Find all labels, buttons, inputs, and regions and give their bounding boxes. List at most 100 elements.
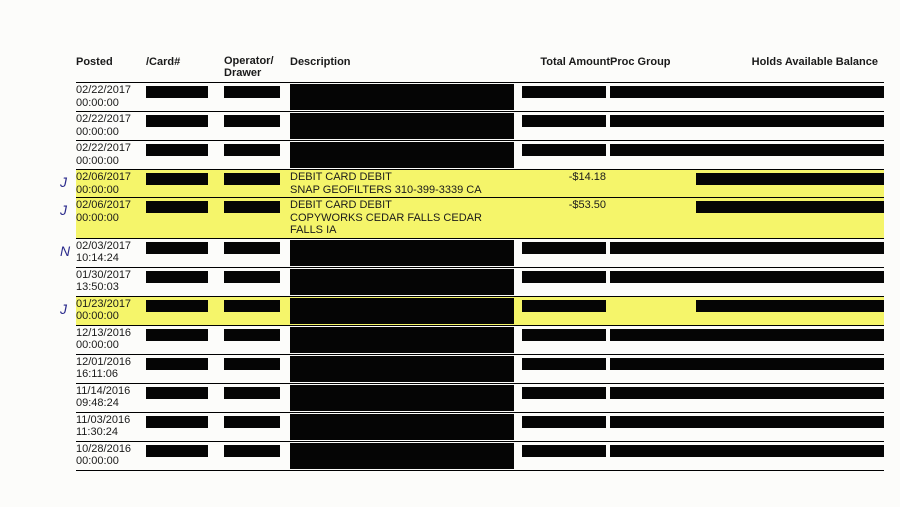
redacted-block: [696, 416, 884, 428]
redacted-block: [224, 201, 280, 213]
redacted-block: [224, 416, 280, 428]
redacted-block: [290, 298, 514, 324]
redacted-block: [224, 144, 280, 156]
redacted-block: [610, 416, 696, 428]
table-row: 10/28/201600:00:00: [76, 441, 884, 470]
redacted-block: [146, 201, 208, 213]
cell-posted: 02/06/201700:00:00: [76, 170, 146, 197]
redacted-block: [146, 416, 208, 428]
cell-operator: [224, 198, 290, 238]
table-row: 12/01/201616:11:06: [76, 354, 884, 383]
cell-card: [146, 384, 224, 412]
redacted-block: [696, 387, 884, 399]
cell-card: [146, 198, 224, 238]
redacted-block: [522, 329, 606, 341]
cell-amount: [514, 83, 610, 111]
redacted-block: [610, 387, 696, 399]
cell-proc: [610, 355, 696, 383]
redacted-block: [224, 387, 280, 399]
cell-amount: -$53.50: [514, 198, 610, 238]
cell-amount: [514, 413, 610, 441]
cell-card: [146, 326, 224, 354]
header-card: /Card#: [146, 56, 224, 80]
redacted-block: [522, 416, 606, 428]
cell-posted: 01/30/201713:50:03: [76, 268, 146, 296]
table-row: 01/30/201713:50:03: [76, 267, 884, 296]
table-row: J01/23/201700:00:00: [76, 296, 884, 325]
redacted-block: [696, 445, 884, 457]
redacted-block: [610, 242, 696, 254]
cell-description: [290, 442, 514, 470]
cell-operator: [224, 268, 290, 296]
cell-holds: [696, 355, 884, 383]
cell-holds: [696, 83, 884, 111]
redacted-block: [224, 86, 280, 98]
redacted-block: [224, 445, 280, 457]
redacted-block: [696, 173, 884, 185]
cell-amount: [514, 297, 610, 325]
redacted-block: [290, 356, 514, 382]
cell-proc: [610, 413, 696, 441]
table-row: J02/06/201700:00:00DEBIT CARD DEBIT SNAP…: [76, 169, 884, 197]
redacted-block: [224, 358, 280, 370]
cell-holds: [696, 442, 884, 470]
redacted-block: [290, 240, 514, 266]
cell-operator: [224, 83, 290, 111]
cell-amount: [514, 384, 610, 412]
redacted-block: [290, 443, 514, 469]
cell-holds: [696, 413, 884, 441]
redacted-block: [610, 86, 696, 98]
header-operator: Operator/ Drawer: [224, 55, 290, 79]
cell-amount: [514, 141, 610, 169]
cell-operator: [224, 442, 290, 470]
cell-description: [290, 384, 514, 412]
cell-card: [146, 442, 224, 470]
redacted-block: [290, 269, 514, 295]
table-row: 02/22/201700:00:00: [76, 111, 884, 140]
cell-proc: [610, 239, 696, 267]
redacted-block: [522, 86, 606, 98]
redacted-block: [610, 445, 696, 457]
handwritten-mark: J: [60, 301, 67, 317]
cell-posted: 02/03/201710:14:24: [76, 239, 146, 267]
cell-description: DEBIT CARD DEBIT SNAP GEOFILTERS 310-399…: [290, 170, 514, 197]
cell-posted: 02/22/201700:00:00: [76, 83, 146, 111]
cell-proc: [610, 170, 696, 197]
cell-operator: [224, 112, 290, 140]
cell-proc: [610, 297, 696, 325]
redacted-block: [696, 242, 884, 254]
cell-description: [290, 239, 514, 267]
redacted-block: [224, 329, 280, 341]
cell-card: [146, 297, 224, 325]
header-description: Description: [290, 56, 514, 80]
cell-card: [146, 355, 224, 383]
cell-description: [290, 268, 514, 296]
redacted-block: [224, 242, 280, 254]
redacted-block: [610, 329, 696, 341]
cell-card: [146, 83, 224, 111]
cell-holds: [696, 141, 884, 169]
cell-holds: [696, 384, 884, 412]
cell-operator: [224, 326, 290, 354]
cell-card: [146, 413, 224, 441]
cell-description: [290, 83, 514, 111]
cell-holds: [696, 170, 884, 197]
table-row: J02/06/201700:00:00DEBIT CARD DEBIT COPY…: [76, 197, 884, 238]
redacted-block: [610, 115, 696, 127]
cell-card: [146, 170, 224, 197]
redacted-block: [290, 414, 514, 440]
cell-posted: 02/22/201700:00:00: [76, 141, 146, 169]
cell-posted: 01/23/201700:00:00: [76, 297, 146, 325]
cell-holds: [696, 297, 884, 325]
table-row: 11/03/201611:30:24: [76, 412, 884, 441]
redacted-block: [522, 115, 606, 127]
cell-proc: [610, 442, 696, 470]
table-row: 12/13/201600:00:00: [76, 325, 884, 354]
redacted-block: [290, 84, 514, 110]
transactions-table: Posted /Card# Operator/ Drawer Descripti…: [76, 56, 884, 471]
redacted-block: [696, 86, 884, 98]
cell-amount: [514, 355, 610, 383]
cell-card: [146, 141, 224, 169]
cell-holds: [696, 326, 884, 354]
cell-card: [146, 239, 224, 267]
